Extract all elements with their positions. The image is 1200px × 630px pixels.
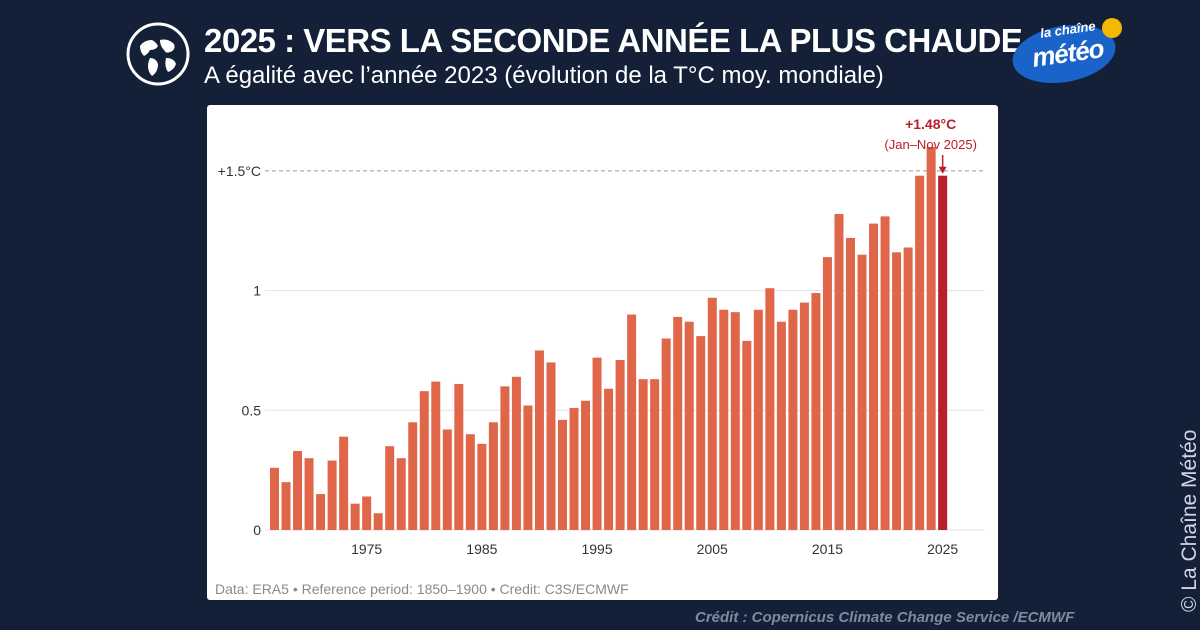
bar-1995 — [592, 357, 602, 530]
bar-2001 — [661, 338, 671, 530]
bar-2018 — [857, 254, 867, 531]
bar-2017 — [846, 237, 855, 530]
bar-1974 — [350, 503, 360, 530]
bar-1973 — [339, 436, 349, 530]
globe-icon — [126, 22, 190, 86]
bar-2008 — [742, 340, 752, 530]
x-tick-label: 2005 — [697, 541, 728, 557]
bar-1989 — [523, 405, 533, 530]
bar-2000 — [650, 379, 660, 530]
bar-2009 — [753, 309, 763, 530]
bar-2010 — [765, 288, 775, 530]
bar-1988 — [511, 376, 521, 530]
bar-2021 — [892, 252, 902, 530]
bar-2013 — [799, 302, 809, 530]
y-tick-label: +1.5°C — [218, 163, 261, 179]
y-tick-label: 0.5 — [242, 402, 262, 418]
bar-2014 — [811, 293, 821, 530]
bar-2002 — [673, 316, 683, 530]
bar-2019 — [869, 223, 879, 531]
bar-chart: 0 0.5 1 +1.5°C 1975 1985 1995 2005 2015 2025 +1.48… — [218, 116, 985, 557]
bar-2015 — [822, 257, 832, 530]
x-tick-label: 2015 — [812, 541, 843, 557]
bar-1984 — [465, 434, 475, 530]
x-tick-label: 1995 — [581, 541, 612, 557]
bar-1969 — [293, 451, 303, 530]
bar-2016 — [834, 214, 844, 530]
bar-2012 — [788, 309, 798, 530]
bar-1971 — [316, 494, 326, 530]
annotation-arrowhead — [938, 166, 947, 174]
data-source: Data: ERA5 • Reference period: 1850–1900… — [215, 581, 629, 597]
bar-2024 — [926, 146, 936, 530]
x-tick-label: 1985 — [466, 541, 497, 557]
brand-logo — [1012, 18, 1122, 84]
bar-2006 — [719, 309, 729, 530]
credit-text: Crédit : Copernicus Climate Change Servi… — [695, 609, 1075, 626]
bar-1996 — [604, 388, 614, 530]
page-title: 2025 : VERS LA SECONDE ANNÉE LA PLUS CHA… — [204, 22, 1023, 59]
bar-1985 — [477, 443, 487, 530]
bar-2003 — [684, 321, 694, 530]
bar-2023 — [915, 175, 925, 530]
bar-1981 — [431, 381, 441, 530]
annotation-value: +1.48°C — [905, 116, 956, 132]
bar-2011 — [776, 321, 786, 530]
page-subtitle: A égalité avec l’année 2023 (évolution d… — [204, 62, 884, 89]
bar-2025 — [938, 175, 948, 530]
chart-panel: 0 0.5 1 +1.5°C 1975 1985 1995 2005 2015 2025 +1.48… — [207, 105, 998, 600]
bar-1993 — [569, 407, 579, 530]
bar-2004 — [696, 336, 706, 530]
bar-1972 — [327, 460, 337, 530]
bar-1976 — [373, 513, 383, 530]
bar-1982 — [442, 429, 452, 530]
x-tick-label: 2025 — [927, 541, 958, 557]
bar-1983 — [454, 383, 464, 530]
x-tick-label: 1975 — [351, 541, 382, 557]
bar-1999 — [638, 379, 648, 530]
bar-1997 — [615, 360, 625, 530]
bar-1979 — [408, 422, 418, 530]
bar-1987 — [500, 386, 510, 530]
bar-1978 — [396, 458, 406, 530]
bar-1977 — [385, 446, 395, 530]
bar-1994 — [581, 400, 591, 530]
bar-2022 — [903, 247, 913, 531]
bar-1991 — [546, 362, 556, 530]
bar-1975 — [362, 496, 372, 530]
bar-2020 — [880, 216, 890, 531]
annotation-period: (Jan–Nov 2025) — [884, 137, 977, 152]
bar-1990 — [534, 350, 544, 530]
bar-1998 — [627, 314, 637, 530]
y-tick-label: 0 — [253, 522, 261, 538]
bar-1967 — [270, 467, 279, 530]
bar-1980 — [419, 391, 429, 530]
y-tick-label: 1 — [253, 283, 261, 299]
bar-1968 — [281, 482, 291, 530]
bar-2005 — [707, 297, 717, 530]
bar-1992 — [558, 419, 567, 530]
bar-1970 — [304, 458, 314, 530]
side-copyright: © La Chaîne Météo — [1178, 429, 1200, 612]
bar-1986 — [488, 422, 498, 530]
bar-2007 — [730, 312, 740, 530]
